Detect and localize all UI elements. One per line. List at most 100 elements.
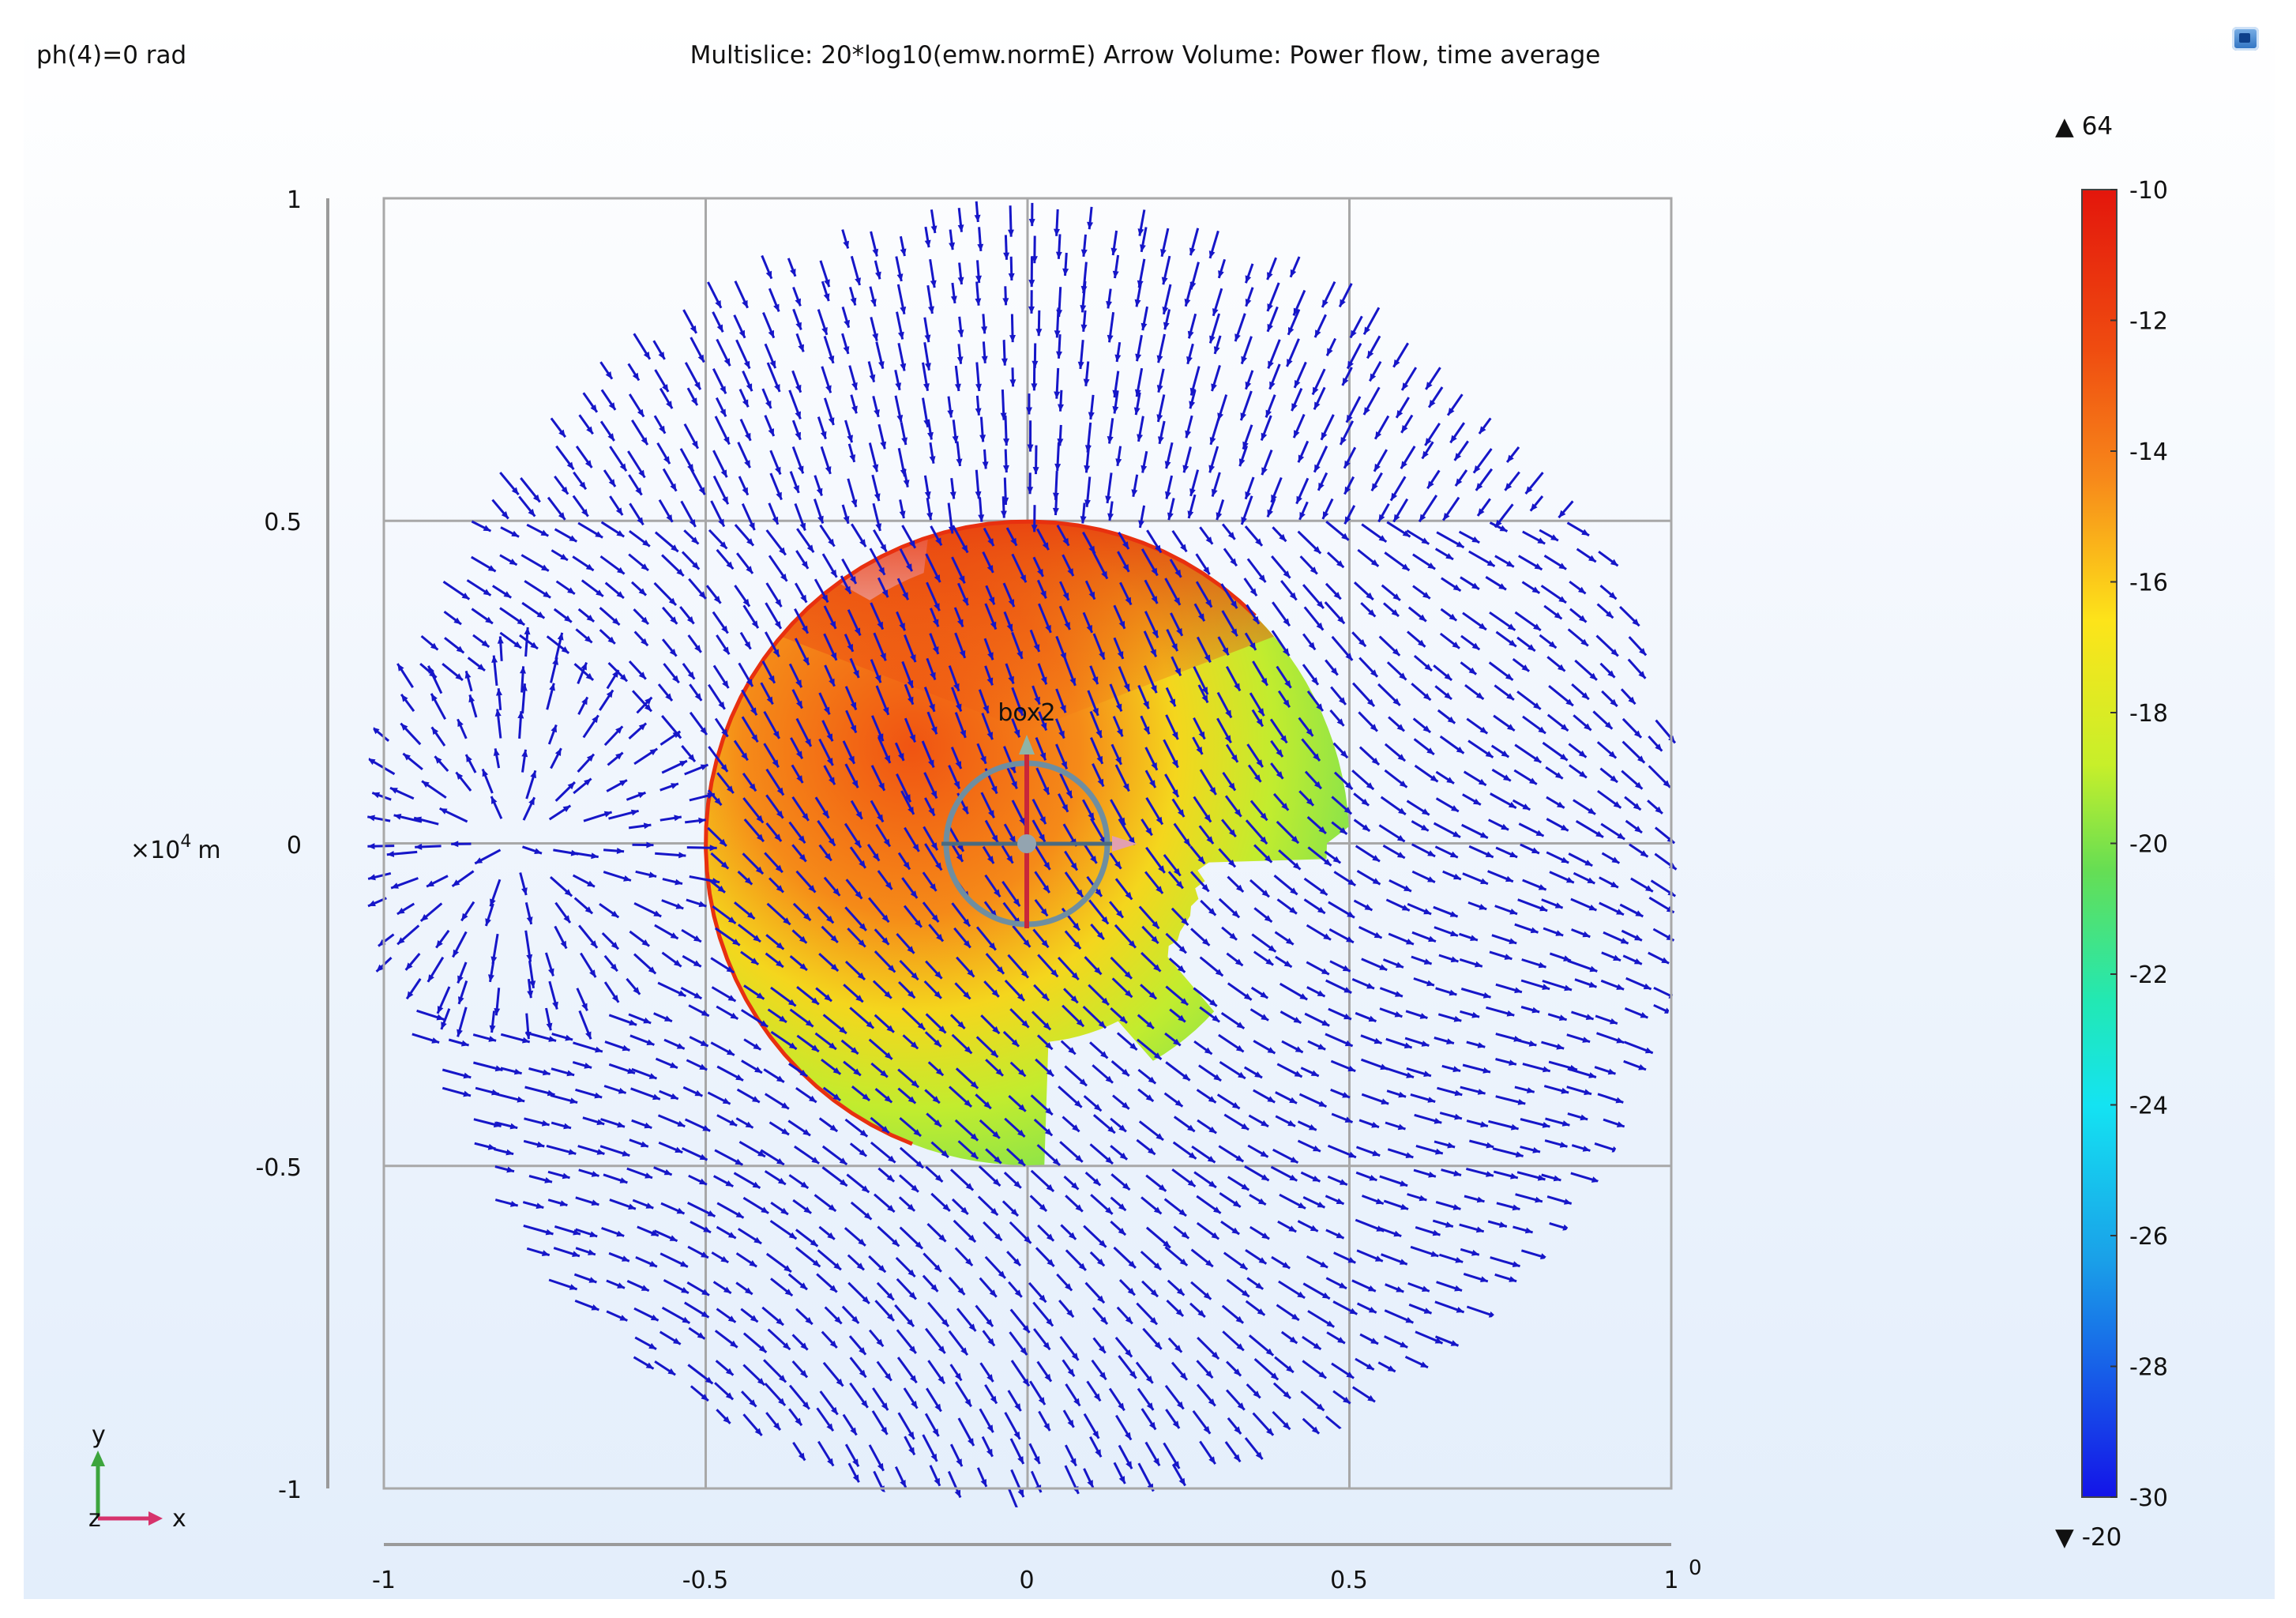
power-flow-arrow [740, 1009, 769, 1028]
power-flow-arrow [494, 988, 501, 1016]
power-flow-arrow [896, 1356, 918, 1384]
power-flow-arrow [957, 1140, 979, 1160]
power-flow-arrow [743, 1038, 762, 1051]
power-flow-arrow [868, 897, 890, 924]
power-flow-arrow [1629, 843, 1649, 858]
power-flow-arrow [899, 959, 919, 981]
power-flow-arrow [411, 1033, 440, 1044]
power-flow-arrow [1226, 1278, 1250, 1298]
power-flow-arrow [899, 499, 906, 519]
power-flow-arrow [1006, 1251, 1022, 1267]
power-flow-arrow [818, 952, 840, 973]
power-flow-arrow [1244, 1165, 1270, 1182]
power-flow-arrow [1114, 924, 1137, 949]
power-flow-arrow [1351, 978, 1375, 990]
power-flow-arrow [578, 1010, 592, 1040]
power-flow-arrow [1110, 1145, 1129, 1161]
power-flow-arrow [1140, 548, 1159, 577]
power-flow-arrow [1281, 1040, 1304, 1054]
power-flow-arrow [413, 816, 439, 826]
power-flow-arrow [980, 792, 995, 818]
power-flow-arrow [689, 683, 703, 702]
power-flow-arrow [663, 1278, 690, 1295]
power-flow-arrow [609, 495, 624, 516]
power-flow-arrow [1573, 714, 1592, 732]
power-flow-arrow [1062, 1004, 1085, 1028]
power-flow-arrow [1032, 685, 1041, 706]
power-flow-arrow [1003, 235, 1010, 260]
power-flow-arrow [1274, 1356, 1295, 1374]
power-flow-arrow [1460, 1010, 1480, 1018]
power-flow-arrow [1427, 386, 1444, 408]
power-flow-arrow [547, 724, 558, 745]
power-flow-arrow [690, 1385, 709, 1402]
power-flow-arrow [1307, 1040, 1326, 1051]
power-flow-arrow [766, 902, 791, 926]
power-flow-arrow [710, 852, 730, 870]
power-flow-arrow [1438, 954, 1459, 963]
power-flow-arrow [1173, 1116, 1196, 1133]
power-flow-arrow [925, 553, 941, 583]
power-flow-arrow [1293, 361, 1307, 389]
power-flow-arrow [524, 580, 551, 599]
power-flow-arrow [761, 254, 773, 280]
power-flow-arrow [868, 442, 879, 472]
power-flow-arrow [1032, 1301, 1054, 1327]
power-flow-arrow [1059, 1141, 1084, 1163]
power-flow-arrow [490, 933, 499, 965]
power-flow-arrow [1325, 979, 1352, 994]
power-flow-arrow [849, 657, 860, 679]
power-flow-arrow [1407, 1193, 1427, 1202]
power-flow-arrow [1338, 283, 1353, 308]
power-flow-arrow [1113, 1246, 1137, 1269]
power-flow-arrow [1037, 663, 1048, 685]
box2-gizmo[interactable]: box2 [941, 699, 1137, 928]
power-flow-arrow [1349, 315, 1363, 339]
power-flow-arrow [1332, 1390, 1351, 1405]
power-flow-arrow [683, 423, 700, 450]
power-flow-arrow [818, 1225, 836, 1240]
power-flow-arrow [600, 521, 626, 538]
power-flow-arrow [985, 585, 996, 605]
power-flow-arrow [929, 258, 937, 288]
power-flow-arrow [400, 722, 422, 746]
power-flow-arrow [1313, 386, 1326, 411]
power-flow-arrow [1325, 521, 1350, 541]
power-flow-arrow [1576, 547, 1597, 563]
power-flow-arrow [765, 794, 784, 819]
power-flow-arrow [1377, 503, 1390, 523]
power-flow-arrow [1247, 1144, 1269, 1158]
power-flow-arrow [1303, 898, 1326, 915]
power-flow-arrow [1543, 604, 1563, 620]
power-flow-arrow [1226, 1360, 1242, 1377]
power-flow-arrow [843, 1060, 862, 1077]
power-flow-arrow [1004, 979, 1026, 1002]
power-flow-arrow [927, 1301, 950, 1327]
power-flow-arrow [1208, 230, 1219, 259]
power-flow-arrow [1280, 1010, 1302, 1025]
plot-window-icon[interactable] [2232, 27, 2259, 51]
power-flow-arrow [1219, 1060, 1246, 1080]
power-flow-arrow [1351, 631, 1367, 648]
power-flow-arrow [1216, 691, 1233, 719]
power-flow-arrow [1522, 1063, 1551, 1073]
power-flow-arrow [1400, 367, 1418, 391]
colorbar-tick-label: -14 [2129, 438, 2168, 466]
power-flow-arrow [1062, 1409, 1075, 1428]
power-flow-arrow [1653, 986, 1677, 1000]
power-flow-arrow [1114, 1336, 1133, 1358]
power-flow-arrow [866, 844, 881, 862]
power-flow-arrow [1653, 1003, 1673, 1015]
power-flow-arrow [737, 924, 761, 943]
power-flow-arrow [1063, 988, 1079, 1004]
power-flow-arrow [877, 1225, 900, 1247]
power-flow-arrow [1171, 1168, 1197, 1188]
power-flow-arrow [689, 467, 706, 495]
power-flow-arrow [608, 809, 639, 820]
power-flow-arrow [1494, 1273, 1517, 1283]
power-flow-arrow [922, 1434, 938, 1462]
power-flow-arrow [950, 747, 963, 769]
power-flow-arrow [572, 874, 596, 888]
power-flow-arrow [1327, 1144, 1357, 1159]
power-flow-arrow [954, 632, 967, 659]
